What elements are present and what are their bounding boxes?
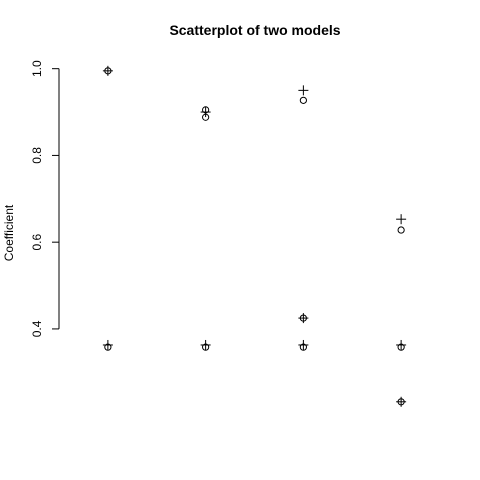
data-points <box>102 65 407 407</box>
data-point-plus <box>298 339 309 350</box>
y-tick-label: 0.6 <box>30 234 44 251</box>
data-point-plus <box>298 85 309 96</box>
y-tick-label: 1.0 <box>30 60 44 77</box>
data-point-plus <box>200 107 211 118</box>
data-point-circle <box>397 226 405 234</box>
y-tick-label: 0.8 <box>30 147 44 164</box>
chart-title: Scatterplot of two models <box>169 22 340 38</box>
data-point-plus <box>102 339 113 350</box>
data-point-plus <box>396 396 407 407</box>
data-point-circle <box>299 96 307 104</box>
y-axis-label: Coefficient <box>2 204 16 261</box>
data-point-plus <box>102 65 113 76</box>
y-tick-label: 0.4 <box>30 320 44 337</box>
data-point-plus <box>200 339 211 350</box>
data-point-plus <box>396 339 407 350</box>
y-axis: 0.4 0.6 0.8 1.0 <box>30 60 60 337</box>
data-point-plus <box>396 214 407 225</box>
data-point-plus <box>298 313 309 324</box>
